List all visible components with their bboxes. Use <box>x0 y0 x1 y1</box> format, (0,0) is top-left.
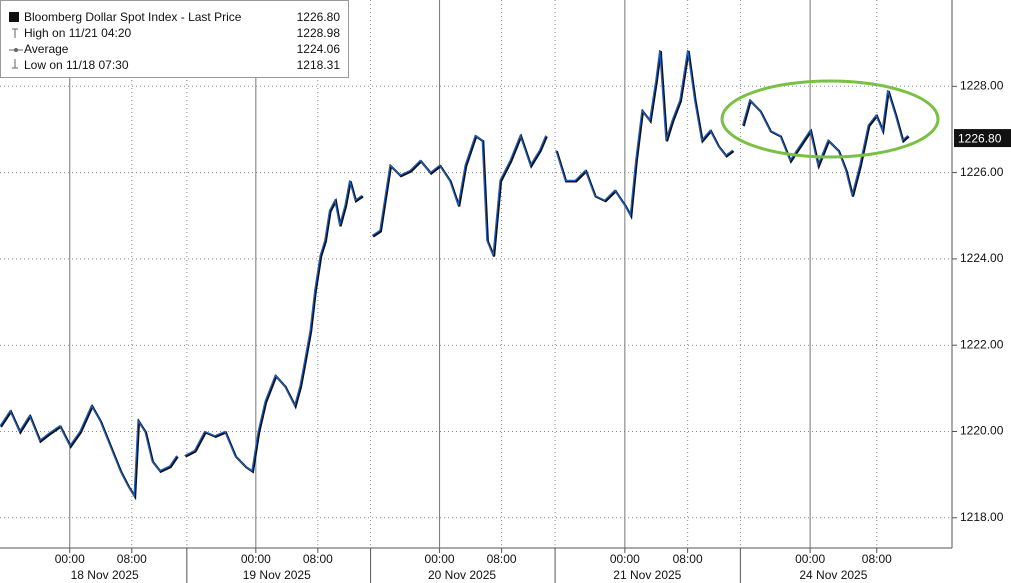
last-price-label: 1226.80 <box>958 131 1002 145</box>
legend-value: 1224.06 <box>297 42 341 56</box>
last-price-marker <box>954 129 1011 148</box>
y-tick-label: 1220.00 <box>960 424 1004 438</box>
legend: Bloomberg Dollar Spot Index - Last Price… <box>0 0 349 78</box>
legend-box <box>0 0 349 78</box>
y-tick-label: 1224.00 <box>960 251 1004 265</box>
legend-icon <box>14 48 18 52</box>
x-day-label: 20 Nov 2025 <box>428 568 496 582</box>
legend-icon <box>12 59 18 69</box>
y-tick-label: 1222.00 <box>960 337 1004 351</box>
legend-name: Average <box>24 42 69 56</box>
x-tick-label: 00:00 <box>795 552 825 566</box>
x-tick-label: 08:00 <box>303 552 333 566</box>
legend-value: 1226.80 <box>297 10 341 24</box>
price-line <box>0 49 909 498</box>
legend-name: Bloomberg Dollar Spot Index - Last Price <box>24 10 242 24</box>
x-tick-label: 00:00 <box>55 552 85 566</box>
x-tick-label: 00:00 <box>425 552 455 566</box>
y-tick-label: 1218.00 <box>960 510 1004 524</box>
x-tick-label: 00:00 <box>241 552 271 566</box>
legend-value: 1228.98 <box>297 26 341 40</box>
legend-name: Low on 11/18 07:30 <box>24 58 129 72</box>
x-tick-label: 08:00 <box>487 552 517 566</box>
x-day-label: 24 Nov 2025 <box>799 568 867 582</box>
legend-name: High on 11/21 04:20 <box>24 26 132 40</box>
highlight-ellipse <box>720 79 940 159</box>
x-tick-label: 08:00 <box>673 552 703 566</box>
x-tick-label: 08:00 <box>117 552 147 566</box>
x-day-label: 21 Nov 2025 <box>613 568 681 582</box>
y-tick-label: 1228.00 <box>960 78 1004 92</box>
legend-value: 1218.31 <box>297 58 341 72</box>
x-day-label: 19 Nov 2025 <box>243 568 311 582</box>
x-tick-label: 00:00 <box>610 552 640 566</box>
legend-icon <box>12 28 18 38</box>
x-day-label: 18 Nov 2025 <box>71 568 139 582</box>
x-tick-label: 08:00 <box>862 552 892 566</box>
y-tick-label: 1226.00 <box>960 165 1004 179</box>
legend-swatch <box>9 12 19 22</box>
